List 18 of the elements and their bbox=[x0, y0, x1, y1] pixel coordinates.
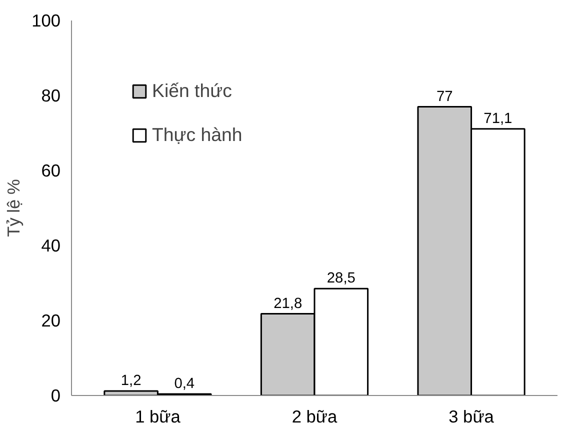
y-axis-title: Tỷ lệ % bbox=[4, 179, 24, 237]
y-tick-label: 100 bbox=[32, 10, 61, 30]
legend-label: Thực hành bbox=[152, 124, 242, 146]
y-tick-label: 40 bbox=[41, 236, 61, 256]
data-label: 0,4 bbox=[174, 376, 195, 392]
x-tick-label: 3 bữa bbox=[448, 406, 494, 426]
x-tick-label: 2 bữa bbox=[292, 406, 338, 426]
y-tick-label: 60 bbox=[41, 160, 61, 180]
data-label: 77 bbox=[436, 88, 453, 105]
y-tick-label: 0 bbox=[50, 386, 61, 406]
data-label: 1,2 bbox=[120, 373, 142, 389]
data-label: 21,8 bbox=[274, 296, 302, 312]
x-tick-label: 1 bữa bbox=[135, 406, 181, 426]
data-label: 71,1 bbox=[484, 110, 512, 127]
data-label: 28,5 bbox=[326, 270, 356, 287]
y-tick-label: 80 bbox=[41, 86, 61, 106]
legend-label: Kiến thức bbox=[152, 80, 232, 102]
y-tick-label: 20 bbox=[41, 310, 61, 330]
